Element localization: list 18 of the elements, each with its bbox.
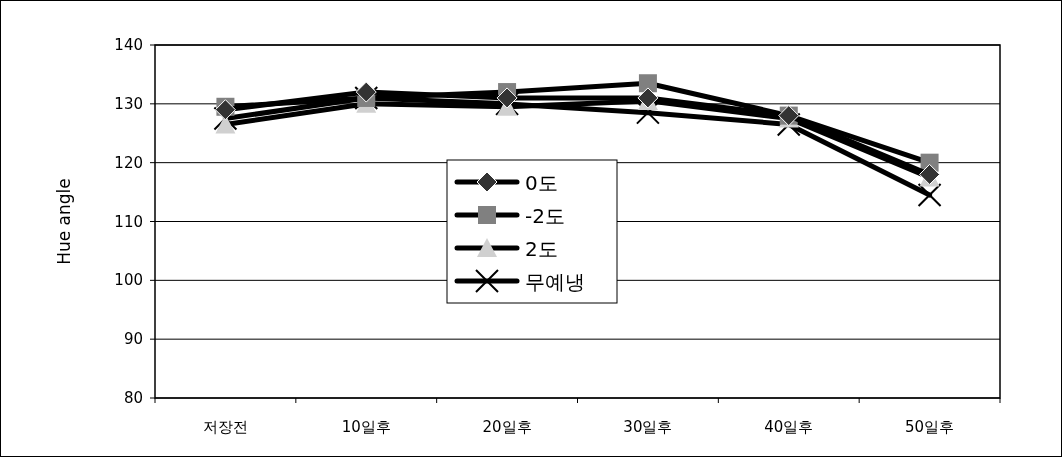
legend-label: 무예냉	[525, 270, 585, 294]
x-tick-label: 10일후	[341, 418, 391, 436]
x-tick-label: 저장전	[202, 418, 248, 436]
y-axis-title: Hue angle	[54, 178, 74, 265]
y-tick-label: 130	[114, 94, 143, 113]
y-tick-label: 140	[114, 36, 143, 54]
legend-label: 0도	[525, 171, 558, 195]
legend-label: 2도	[525, 237, 558, 261]
legend-label: -2도	[525, 204, 565, 228]
y-tick-label: 120	[114, 153, 143, 172]
x-tick-label: 50일후	[905, 418, 955, 436]
y-tick-label: 110	[114, 212, 143, 231]
x-tick-label: 30일후	[623, 418, 673, 436]
y-tick-label: 90	[123, 330, 143, 349]
y-tick-label: 80	[123, 389, 143, 407]
x-tick-label: 20일후	[482, 418, 532, 436]
x-tick-label: 40일후	[764, 418, 814, 436]
y-tick-label: 100	[114, 271, 143, 290]
